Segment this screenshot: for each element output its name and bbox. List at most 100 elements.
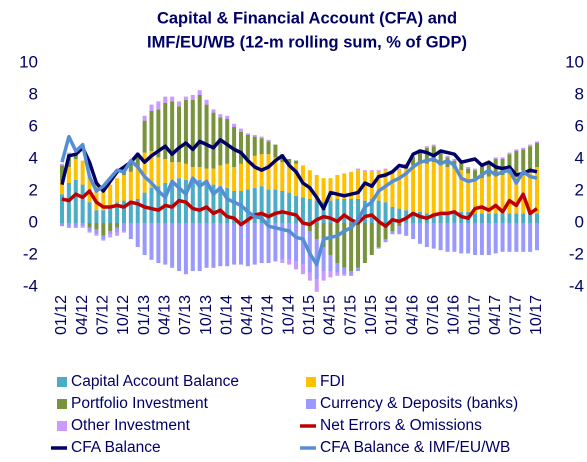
bar <box>211 112 216 169</box>
bar <box>149 151 154 188</box>
bar <box>479 223 484 255</box>
bar <box>280 259 285 263</box>
bar <box>197 167 202 180</box>
bar <box>156 109 161 158</box>
bar <box>314 175 319 201</box>
line <box>60 138 538 211</box>
bar <box>528 223 533 252</box>
x-tick-label: 10/13 <box>198 295 215 335</box>
bar <box>342 173 347 199</box>
x-tick-label: 01/14 <box>218 295 235 335</box>
bar <box>376 247 381 249</box>
legend-swatch <box>306 399 316 409</box>
bar <box>66 167 71 183</box>
bar <box>376 171 381 201</box>
bar <box>528 146 533 169</box>
bar <box>197 90 202 95</box>
bar <box>66 152 71 155</box>
bar <box>108 207 113 223</box>
legend-label: Currency & Deposits (banks) <box>320 395 518 412</box>
bar <box>60 223 64 227</box>
bar <box>369 170 374 172</box>
bar <box>80 160 85 185</box>
bar <box>342 223 347 268</box>
bar <box>356 170 361 199</box>
bar <box>66 223 71 228</box>
bar <box>190 95 195 100</box>
bar <box>60 181 64 195</box>
bar <box>514 213 519 223</box>
bar <box>535 167 539 214</box>
bar <box>245 159 250 190</box>
line <box>60 134 538 267</box>
bar <box>197 223 202 271</box>
bar <box>218 186 223 223</box>
x-tick-label: 01/17 <box>466 295 483 335</box>
bar <box>390 231 395 235</box>
bar <box>101 239 106 241</box>
bar <box>383 223 388 239</box>
bar <box>452 211 457 223</box>
bar <box>535 223 539 251</box>
x-tick-label: 10/17 <box>528 295 545 335</box>
bar <box>204 104 209 169</box>
bar <box>307 199 312 223</box>
bar <box>521 149 526 171</box>
bar <box>108 234 113 238</box>
bar <box>417 163 422 212</box>
bar <box>94 223 99 230</box>
bar <box>397 208 402 223</box>
bar <box>115 223 120 228</box>
legend-swatch <box>57 377 67 387</box>
bar <box>300 197 305 223</box>
bar <box>417 223 422 244</box>
bar <box>466 168 471 174</box>
x-tick-label: 07/17 <box>508 295 525 335</box>
bar <box>170 223 175 268</box>
bar <box>225 115 230 119</box>
bar <box>356 267 361 271</box>
bar <box>108 223 113 231</box>
bar <box>245 133 250 135</box>
bar <box>259 223 264 263</box>
x-tick-label: 01/13 <box>136 295 153 335</box>
bar <box>218 165 223 187</box>
bar <box>300 223 305 265</box>
bar <box>94 229 99 235</box>
bar <box>328 271 333 278</box>
bar <box>259 136 264 139</box>
bar <box>287 163 292 193</box>
bar <box>431 213 436 223</box>
bar <box>335 175 340 199</box>
bar <box>514 223 519 252</box>
bar <box>94 210 99 223</box>
bar <box>80 184 85 223</box>
bar <box>466 167 471 169</box>
bar <box>177 101 182 107</box>
bar <box>287 223 292 260</box>
bar <box>177 106 182 163</box>
bar <box>473 170 478 179</box>
bar <box>204 168 209 182</box>
bar <box>252 155 257 188</box>
bar <box>73 179 78 223</box>
legend-swatch <box>57 399 67 409</box>
bar <box>190 167 195 182</box>
bar <box>376 223 381 247</box>
bar <box>294 261 299 270</box>
bar <box>321 271 326 281</box>
bar <box>328 200 333 223</box>
bar <box>108 231 113 235</box>
bar <box>101 210 106 223</box>
bar <box>266 154 271 190</box>
bar <box>369 223 374 255</box>
line <box>61 189 538 228</box>
bar <box>211 184 216 223</box>
x-tick-label: 04/15 <box>322 295 339 335</box>
bar <box>149 111 154 151</box>
bar <box>245 135 250 159</box>
bar <box>115 232 120 236</box>
bar <box>218 114 223 118</box>
bar <box>108 184 113 207</box>
